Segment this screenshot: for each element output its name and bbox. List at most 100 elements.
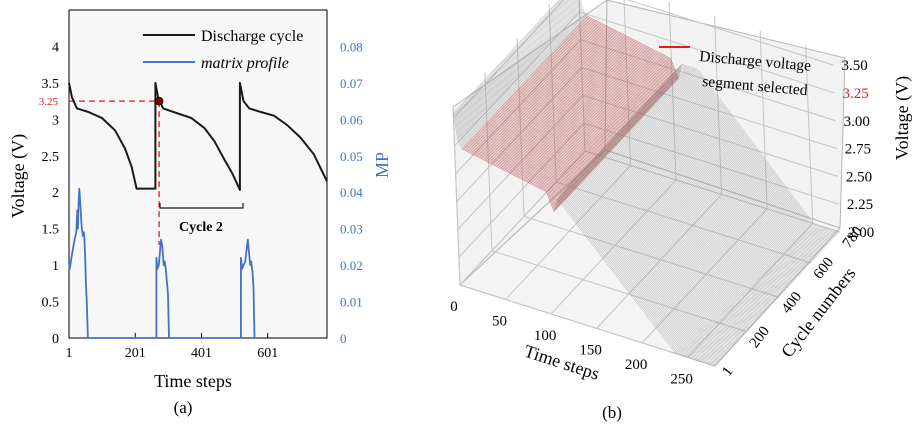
surface-curve-selected <box>466 143 560 207</box>
surface-curve <box>517 43 780 298</box>
series-a <box>68 81 328 339</box>
surface-curve <box>514 46 777 301</box>
surface-curve <box>507 53 770 308</box>
marked-point <box>154 96 164 106</box>
surface-curve <box>532 26 795 281</box>
surface-curve <box>546 12 809 267</box>
surface-curve <box>476 87 739 342</box>
surface-curve-selected <box>463 146 557 210</box>
surface-curve-selected <box>467 142 561 206</box>
surface-curve-selected <box>574 27 668 92</box>
surface-curve-selected <box>534 69 628 134</box>
surface-curve <box>465 99 728 353</box>
x-tick-label-b: 200 <box>625 357 648 373</box>
surface-curve <box>481 81 744 336</box>
surface-curve <box>503 57 767 312</box>
surface-curve-selected <box>461 148 555 212</box>
surface-curve <box>552 6 815 260</box>
surface-curve <box>515 45 778 300</box>
surface-curve <box>455 109 718 364</box>
y-right-tick-label: 0.07 <box>340 76 363 91</box>
y-right-tick-label: 0.06 <box>340 112 363 127</box>
surface-curve-selected <box>577 24 671 88</box>
surface-curve <box>579 0 839 235</box>
surface-curve-selected <box>524 81 618 145</box>
surface-curve-selected <box>482 125 576 190</box>
surface-curve-selected <box>506 99 600 164</box>
surface-curve <box>539 19 802 274</box>
surface-curve-selected <box>582 18 676 82</box>
surface-curve-selected <box>514 91 608 156</box>
grid-x-back <box>714 16 723 195</box>
surface-curve-selected <box>479 128 573 193</box>
surface-curve-selected <box>520 85 614 149</box>
surface-curve-selected <box>504 103 597 167</box>
surface-curve-selected <box>498 109 592 173</box>
surface-curve-selected <box>572 29 666 94</box>
surface-curve-selected <box>526 79 620 143</box>
surface-curve <box>554 4 817 258</box>
surface-curve-selected <box>496 111 590 175</box>
x-tick-label: 201 <box>125 346 146 361</box>
panel-a: 1 201 401 601 0 0.5 1 1.5 2 2.5 3 3.5 4 0 0.01 0.02 0.03… <box>8 9 392 417</box>
surface-curve-selected <box>484 123 578 188</box>
surface-curve-selected <box>468 141 562 205</box>
surface-curve-selected <box>525 80 619 144</box>
surface-curve <box>541 17 804 272</box>
y-right-tick-label: 0.02 <box>340 258 363 273</box>
surface-curve-selected <box>511 94 605 159</box>
surface-curve-selected <box>535 68 629 133</box>
surface-curve <box>530 28 794 283</box>
y-right-tick-label: 0.08 <box>340 39 363 54</box>
surface-curve-selected <box>584 16 678 80</box>
surface-curve <box>540 18 803 273</box>
z-tick-label: 2.75 <box>845 142 871 158</box>
annotation-value-label: 3.25 <box>39 96 59 108</box>
z-axis-title: Voltage (V) <box>892 76 913 160</box>
surface-curve-selected <box>557 46 650 110</box>
surface-curve-selected <box>530 75 623 139</box>
surface-curve <box>463 101 726 355</box>
surface-curve <box>487 75 750 330</box>
y-left-tick-label: 4 <box>52 40 59 55</box>
surface-curve-selected <box>576 25 670 89</box>
surface-curve-selected <box>481 126 575 191</box>
surface-curve <box>464 100 727 354</box>
surface-curve-selected <box>533 71 627 135</box>
x-tick-label-b: 100 <box>534 328 557 344</box>
y-right-tick-label: 0.04 <box>340 185 363 200</box>
surface-curve-selected <box>489 118 583 182</box>
z-tick-label-highlight: 3.25 <box>843 86 869 102</box>
surface-curve <box>547 11 810 266</box>
surface-curve <box>494 68 757 322</box>
surface-curve-selected <box>475 133 569 198</box>
surface-curve-selected <box>575 26 669 91</box>
surface-curve <box>534 24 797 279</box>
surface-curve-selected <box>559 43 653 107</box>
surface-curve-selected <box>536 67 630 132</box>
surface-curve <box>550 8 813 263</box>
grid-x-floor <box>596 194 722 329</box>
legend-label-discharge: Discharge cycle <box>201 28 303 45</box>
surface-curve <box>490 72 753 326</box>
y-left-tick-label: 2.5 <box>42 150 60 165</box>
surface-curve <box>553 5 816 259</box>
surface-curve-selected <box>518 87 612 151</box>
surface-curve-selected <box>563 39 657 103</box>
surface-curve <box>518 42 781 297</box>
surface-curve-selected <box>547 56 641 120</box>
series-line-discharge <box>68 81 328 191</box>
surface-curve-selected <box>480 127 574 192</box>
surface-curve <box>561 0 823 251</box>
surface-curve <box>526 34 789 288</box>
surface-curve <box>462 102 725 356</box>
surface-curve-selected <box>527 78 621 142</box>
surface-curve <box>453 111 717 366</box>
y-left-tick-label: 1 <box>52 259 59 274</box>
surface-curve <box>524 36 787 290</box>
surface-curve-selected <box>537 66 631 131</box>
surface-curve-selected <box>462 147 556 211</box>
grid-x-floor <box>550 179 677 315</box>
surface-curve-selected <box>565 36 659 101</box>
